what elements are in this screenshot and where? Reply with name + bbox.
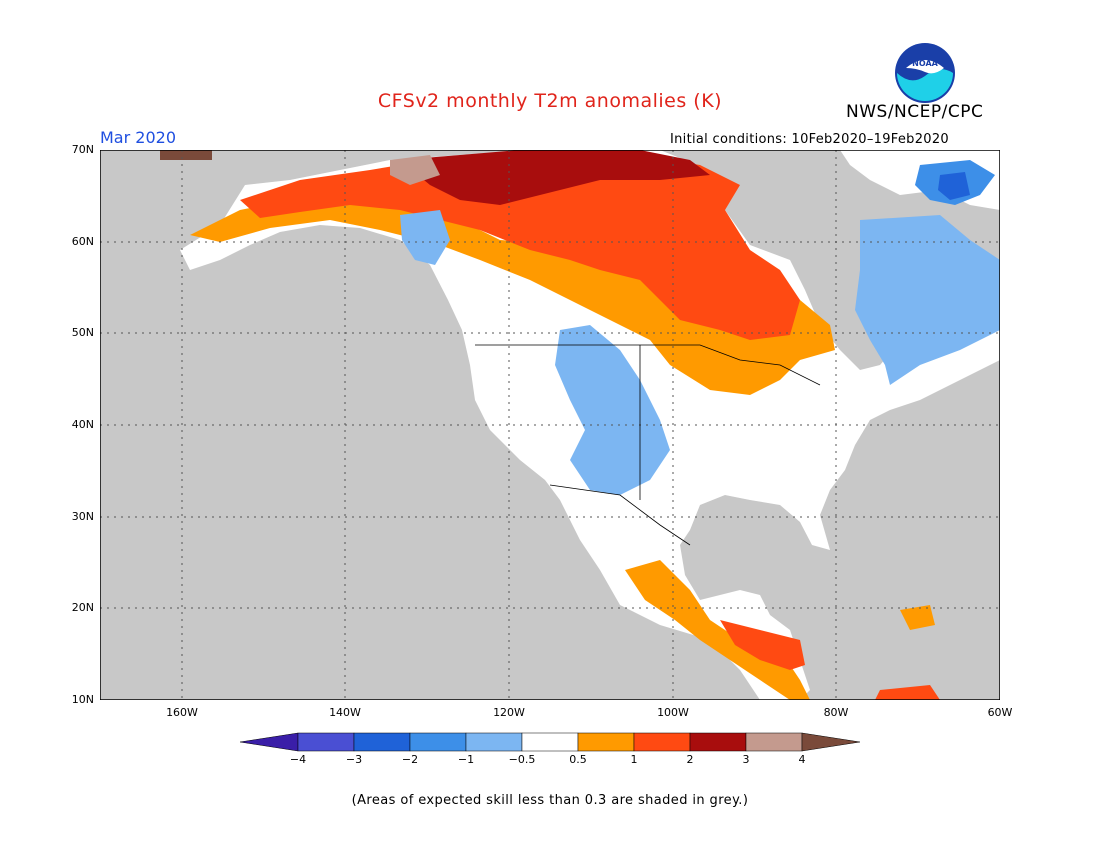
- strong-warm-anomaly-north-canada: [240, 155, 800, 340]
- colorbar-label: 3: [742, 753, 750, 766]
- colorbar-label: −3: [345, 753, 363, 766]
- cold-anomaly-western-us: [555, 325, 670, 495]
- colorbar-label: 2: [686, 753, 694, 766]
- colorbar-label: 4: [798, 753, 806, 766]
- lat-label: 40N: [71, 418, 94, 431]
- warm-anomaly-north-canada: [190, 190, 835, 395]
- longitude-gridlines: [181, 150, 837, 700]
- extreme-warm-anomaly: [390, 155, 440, 185]
- colorbar-label: −1: [457, 753, 475, 766]
- lon-label: 100W: [657, 706, 689, 719]
- colorbar-label: 0.5: [569, 753, 587, 766]
- lat-label: 50N: [71, 326, 94, 339]
- lat-label: 30N: [71, 510, 94, 523]
- colorbar-label: 1: [630, 753, 638, 766]
- colorbar-label: −4: [289, 753, 307, 766]
- forecast-month: Mar 2020: [100, 128, 176, 147]
- colorbar-label: −0.5: [508, 753, 536, 766]
- very-strong-warm-anomaly: [400, 150, 710, 205]
- colorbar-right-arrow: [801, 732, 861, 752]
- warm-anomaly-south-america: [875, 685, 940, 700]
- warm-anomaly-caribbean: [900, 605, 935, 630]
- colorbar: [240, 732, 861, 752]
- lat-label: 10N: [71, 693, 94, 706]
- initial-conditions: Initial conditions: 10Feb2020–19Feb2020: [670, 132, 949, 147]
- lon-label: 160W: [166, 706, 198, 719]
- latitude-gridlines: [100, 241, 1000, 609]
- agency-label: NWS/NCEP/CPC: [846, 102, 984, 122]
- lon-label: 120W: [493, 706, 525, 719]
- noaa-logo: NOAA: [895, 43, 955, 103]
- map-title: CFSv2 monthly T2m anomalies (K): [377, 90, 723, 112]
- lat-label: 20N: [71, 601, 94, 614]
- lon-label: 140W: [329, 706, 361, 719]
- temperature-anomaly-map: [100, 150, 1000, 700]
- cold-anomaly-pacific-northwest: [400, 210, 450, 265]
- cold-anomaly-east-canada: [855, 215, 1000, 385]
- lat-label: 70N: [71, 143, 94, 156]
- skill-footnote: (Areas of expected skill less than 0.3 a…: [351, 793, 749, 808]
- lon-label: 80W: [823, 706, 849, 719]
- strong-cold-anomaly: [938, 172, 970, 200]
- strong-warm-anomaly-central-america: [720, 620, 805, 670]
- colorbar-left-arrow: [240, 732, 299, 752]
- political-borders: [475, 344, 821, 546]
- lon-label: 60W: [987, 706, 1013, 719]
- lat-label: 60N: [71, 235, 94, 248]
- extreme-warm-patch: [160, 150, 212, 160]
- colorbar-label: −2: [401, 753, 419, 766]
- svg-text:NOAA: NOAA: [912, 59, 938, 68]
- warm-anomaly-mexico: [625, 560, 810, 700]
